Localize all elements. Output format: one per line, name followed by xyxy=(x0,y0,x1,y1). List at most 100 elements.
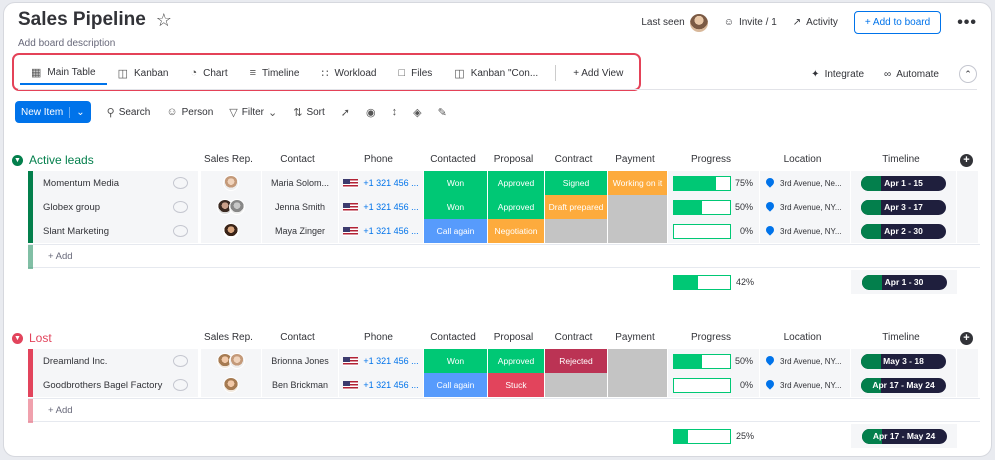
proposal-status[interactable]: Approved xyxy=(488,349,545,373)
contract-status[interactable]: Signed xyxy=(545,171,608,195)
phone-number[interactable]: +1 321 456 ... xyxy=(363,226,419,236)
contacted-status[interactable]: Won xyxy=(424,171,488,195)
column-header[interactable]: Progress xyxy=(690,154,731,165)
invite-button[interactable]: ☺ Invite / 1 xyxy=(724,17,777,28)
tab-files[interactable]: □ Files xyxy=(388,61,444,85)
payment-status[interactable] xyxy=(608,349,668,373)
item-name[interactable]: Momentum Media xyxy=(43,177,120,189)
timeline-pill[interactable]: May 3 - 18 xyxy=(861,353,946,369)
column-header[interactable]: Phone xyxy=(364,154,393,165)
column-header[interactable]: Sales Rep. xyxy=(204,154,253,165)
column-header[interactable]: Contacted xyxy=(430,332,476,343)
row-height-button[interactable]: ↕ xyxy=(392,106,398,118)
add-item-label[interactable]: + Add xyxy=(48,251,73,262)
column-header[interactable]: Location xyxy=(783,154,822,165)
timeline-pill[interactable]: Apr 1 - 15 xyxy=(861,175,946,191)
new-item-button[interactable]: New Item ⌄ xyxy=(15,101,91,123)
table-row[interactable]: Slant Marketing Maya Zinger +1 321 456 ...… xyxy=(28,219,980,243)
item-name[interactable]: Goodbrothers Bagel Factory xyxy=(43,379,163,391)
timeline-cell[interactable]: Apr 3 - 17 xyxy=(851,195,957,219)
timeline-cell[interactable]: Apr 1 - 15 xyxy=(851,171,957,195)
sort-button[interactable]: ⇅ Sort xyxy=(293,106,325,119)
contacted-status[interactable]: Call again xyxy=(424,219,488,243)
sales-rep-cell[interactable] xyxy=(201,373,262,397)
timeline-pill[interactable]: Apr 3 - 17 xyxy=(861,199,946,215)
comment-icon[interactable] xyxy=(173,355,188,367)
group-header[interactable]: ▼ Active leads xyxy=(12,153,94,167)
tab-kanban[interactable]: ◫ Kanban xyxy=(107,61,180,85)
comment-icon[interactable] xyxy=(173,379,188,391)
payment-status[interactable] xyxy=(608,219,668,243)
pin-button[interactable]: ➚ xyxy=(341,106,350,119)
item-name[interactable]: Globex group xyxy=(43,201,101,213)
phone-cell[interactable]: +1 321 456 ... xyxy=(339,219,424,243)
proposal-status[interactable]: Negotiation xyxy=(488,219,545,243)
contacted-status[interactable]: Won xyxy=(424,195,488,219)
tab-main-table[interactable]: ▦ Main Table xyxy=(20,61,107,85)
column-header[interactable]: Contract xyxy=(554,332,593,343)
integrate-button[interactable]: ✦ Integrate xyxy=(811,69,864,80)
chevron-down-icon[interactable]: ▼ xyxy=(12,154,23,166)
item-name-cell[interactable]: Momentum Media xyxy=(33,171,199,195)
column-header[interactable]: Contact xyxy=(280,332,315,343)
item-name[interactable]: Dreamland Inc. xyxy=(43,355,108,367)
column-header[interactable]: Contacted xyxy=(430,154,476,165)
add-to-board-button[interactable]: + Add to board xyxy=(853,11,942,34)
phone-cell[interactable]: +1 321 456 ... xyxy=(339,171,424,195)
location-cell[interactable]: 3rd Avenue, NY... xyxy=(760,219,851,243)
automate-button[interactable]: ∞ Automate xyxy=(884,69,939,80)
phone-cell[interactable]: +1 321 456 ... xyxy=(339,195,424,219)
contact-cell[interactable]: Maya Zinger xyxy=(262,219,339,243)
table-row[interactable]: Dreamland Inc. Brionna Jones +1 321 456 ..… xyxy=(28,349,980,373)
location-cell[interactable]: 3rd Avenue, NY... xyxy=(760,349,851,373)
collapse-button[interactable]: ⌃ xyxy=(959,65,977,83)
sales-rep-cell[interactable] xyxy=(201,171,262,195)
item-name-cell[interactable]: Goodbrothers Bagel Factory xyxy=(33,373,199,397)
contract-status[interactable] xyxy=(545,373,608,397)
phone-number[interactable]: +1 321 456 ... xyxy=(363,178,419,188)
proposal-status[interactable]: Stuck xyxy=(488,373,545,397)
board-description[interactable]: Add board description xyxy=(18,38,116,49)
phone-number[interactable]: +1 321 456 ... xyxy=(363,356,419,366)
column-header[interactable]: Phone xyxy=(364,332,393,343)
group-title-label[interactable]: Active leads xyxy=(29,153,94,167)
contacted-status[interactable]: Won xyxy=(424,349,488,373)
tab-kanban-contacts[interactable]: ◫ Kanban "Con... xyxy=(443,61,549,85)
contact-cell[interactable]: Maria Solom... xyxy=(262,171,339,195)
add-column-icon[interactable]: + xyxy=(960,154,973,167)
phone-cell[interactable]: +1 321 456 ... xyxy=(339,349,424,373)
last-seen[interactable]: Last seen xyxy=(641,13,708,32)
proposal-status[interactable]: Approved xyxy=(488,171,545,195)
column-header[interactable]: Timeline xyxy=(882,332,920,343)
location-cell[interactable]: 3rd Avenue, NY... xyxy=(760,373,851,397)
sales-rep-cell[interactable] xyxy=(201,195,262,219)
timeline-cell[interactable]: May 3 - 18 xyxy=(851,349,957,373)
payment-status[interactable]: Working on it xyxy=(608,171,668,195)
contract-status[interactable] xyxy=(545,219,608,243)
group-header[interactable]: ▼ Lost xyxy=(12,331,52,345)
column-header[interactable]: Sales Rep. xyxy=(204,332,253,343)
board-title[interactable]: Sales Pipeline xyxy=(18,9,146,30)
timeline-cell[interactable]: Apr 2 - 30 xyxy=(851,219,957,243)
contact-cell[interactable]: Brionna Jones xyxy=(262,349,339,373)
phone-cell[interactable]: +1 321 456 ... xyxy=(339,373,424,397)
add-column-icon[interactable]: + xyxy=(960,332,973,345)
location-cell[interactable]: 3rd Avenue, NY... xyxy=(760,195,851,219)
star-icon[interactable]: ☆ xyxy=(155,9,172,30)
column-header[interactable]: Contract xyxy=(554,154,593,165)
contract-status[interactable]: Rejected xyxy=(545,349,608,373)
tab-timeline[interactable]: ≡ Timeline xyxy=(239,61,311,85)
contact-cell[interactable]: Ben Brickman xyxy=(262,373,339,397)
activity-button[interactable]: ↗ Activity xyxy=(793,17,838,28)
proposal-status[interactable]: Approved xyxy=(488,195,545,219)
column-header[interactable]: Proposal xyxy=(493,332,534,343)
item-name[interactable]: Slant Marketing xyxy=(43,225,110,237)
contacted-status[interactable]: Call again xyxy=(424,373,488,397)
contact-cell[interactable]: Jenna Smith xyxy=(262,195,339,219)
column-header[interactable]: Payment xyxy=(615,332,655,343)
more-icon[interactable]: ••• xyxy=(957,13,977,31)
add-item-row[interactable]: + Add xyxy=(28,244,980,269)
tab-workload[interactable]: ∷ Workload xyxy=(310,61,387,85)
search-button[interactable]: ⚲ Search xyxy=(107,106,151,119)
add-view-button[interactable]: + Add View xyxy=(573,67,624,79)
